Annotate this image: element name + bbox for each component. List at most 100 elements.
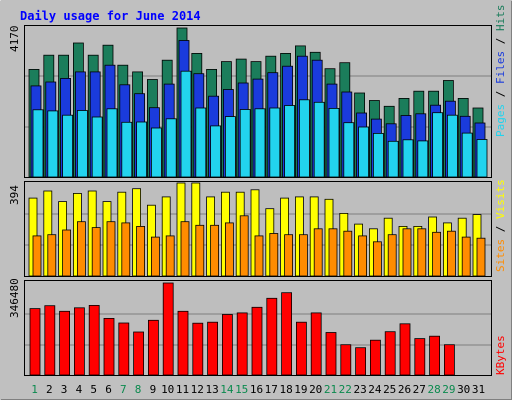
bar-pages-day-18 (284, 105, 296, 178)
bar-kbytes-day-7 (118, 322, 130, 376)
day-label-17: 17 (265, 383, 278, 396)
bar-pages-day-13 (210, 125, 222, 178)
bar-kbytes-day-11 (177, 310, 189, 376)
bar-pages-day-28 (432, 112, 444, 178)
bar-pages-day-2 (47, 110, 59, 178)
bar-sites-day-14 (224, 222, 234, 277)
bar-kbytes-day-6 (103, 317, 115, 376)
bar-kbytes-day-27 (414, 338, 426, 376)
bar-sites-day-6 (106, 221, 116, 277)
bar-kbytes-day-19 (295, 321, 307, 376)
bar-sites-day-29 (446, 230, 456, 277)
bar-sites-day-19 (298, 234, 308, 277)
bar-pages-day-7 (121, 121, 133, 178)
bar-sites-day-31 (476, 237, 486, 277)
bar-pages-day-23 (358, 126, 370, 178)
bar-pages-day-30 (461, 132, 473, 178)
day-label-30: 30 (457, 383, 470, 396)
bar-sites-day-8 (136, 225, 146, 277)
bar-pages-day-24 (372, 132, 384, 178)
bar-sites-day-13 (210, 224, 220, 277)
bar-pages-day-11 (180, 70, 192, 178)
bar-kbytes-day-14 (221, 314, 233, 376)
bar-sites-day-1 (32, 235, 42, 277)
day-label-4: 4 (76, 383, 83, 396)
legend-1: Sites / Visits (494, 179, 507, 272)
day-label-2: 2 (46, 383, 53, 396)
bar-kbytes-day-29 (443, 344, 455, 376)
bar-pages-day-8 (136, 121, 148, 178)
bar-sites-day-16 (254, 235, 264, 277)
bar-kbytes-day-22 (340, 344, 352, 376)
bar-pages-day-29 (446, 114, 458, 178)
y-max-label-visits: 394 (8, 185, 21, 205)
bar-sites-day-23 (358, 235, 368, 277)
bar-kbytes-day-25 (384, 331, 396, 376)
legend-part: / (494, 84, 507, 104)
bar-pages-day-9 (150, 127, 162, 178)
bar-sites-day-30 (461, 236, 471, 277)
bar-sites-day-11 (180, 221, 190, 277)
day-label-23: 23 (353, 383, 366, 396)
bar-pages-day-31 (476, 139, 488, 178)
bar-pages-day-1 (32, 109, 44, 178)
legend-part: KBytes (494, 335, 507, 375)
day-label-24: 24 (368, 383, 382, 396)
bar-pages-day-26 (402, 139, 414, 178)
day-label-21: 21 (324, 383, 337, 396)
bar-pages-day-21 (328, 108, 340, 178)
bar-kbytes-day-21 (325, 332, 337, 376)
bar-sites-day-3 (62, 229, 71, 277)
day-label-10: 10 (161, 383, 174, 396)
bar-sites-day-21 (328, 228, 338, 277)
bar-sites-day-17 (269, 233, 279, 277)
bar-kbytes-day-28 (429, 335, 441, 376)
day-label-6: 6 (105, 383, 112, 396)
bar-pages-day-10 (165, 118, 177, 178)
day-label-9: 9 (150, 383, 157, 396)
day-label-3: 3 (61, 383, 68, 396)
day-label-13: 13 (205, 383, 218, 396)
bar-kbytes-day-5 (88, 304, 100, 376)
bar-sites-day-27 (417, 228, 427, 277)
day-label-12: 12 (191, 383, 204, 396)
bar-pages-day-3 (62, 114, 73, 178)
bar-sites-day-15 (239, 215, 249, 277)
bar-pages-day-12 (195, 107, 207, 178)
day-label-18: 18 (279, 383, 292, 396)
day-label-1: 1 (31, 383, 38, 396)
bar-pages-day-22 (343, 122, 355, 178)
day-label-11: 11 (176, 383, 189, 396)
legend-part: Pages (494, 104, 507, 137)
bar-pages-day-6 (106, 108, 118, 178)
day-label-31: 31 (472, 383, 485, 396)
y-max-label-hits: 4170 (8, 26, 21, 53)
day-label-27: 27 (413, 383, 426, 396)
bar-sites-day-10 (165, 235, 175, 277)
bar-kbytes-day-1 (29, 308, 41, 376)
bar-kbytes-day-15 (236, 312, 248, 376)
day-label-22: 22 (339, 383, 352, 396)
bar-sites-day-25 (387, 234, 397, 277)
legend-part: Visits (494, 179, 507, 219)
day-label-29: 29 (442, 383, 455, 396)
bar-sites-day-20 (313, 228, 323, 277)
bar-kbytes-day-20 (310, 312, 322, 376)
bar-pages-day-20 (313, 101, 325, 178)
bar-kbytes-day-10 (162, 282, 174, 376)
bar-pages-day-14 (224, 116, 236, 178)
bar-sites-day-24 (372, 241, 382, 277)
chart-title: Daily usage for June 2014 (20, 9, 201, 23)
bar-kbytes-day-12 (192, 322, 204, 376)
bar-pages-day-5 (91, 116, 103, 178)
day-label-20: 20 (309, 383, 322, 396)
legend-0: Pages / Files / Hits (494, 5, 507, 138)
legend-part: / (494, 31, 507, 51)
bar-kbytes-day-4 (74, 307, 85, 376)
bar-kbytes-day-17 (266, 297, 278, 376)
bar-pages-day-16 (254, 108, 266, 178)
bar-kbytes-day-3 (59, 310, 70, 376)
day-label-26: 26 (398, 383, 411, 396)
